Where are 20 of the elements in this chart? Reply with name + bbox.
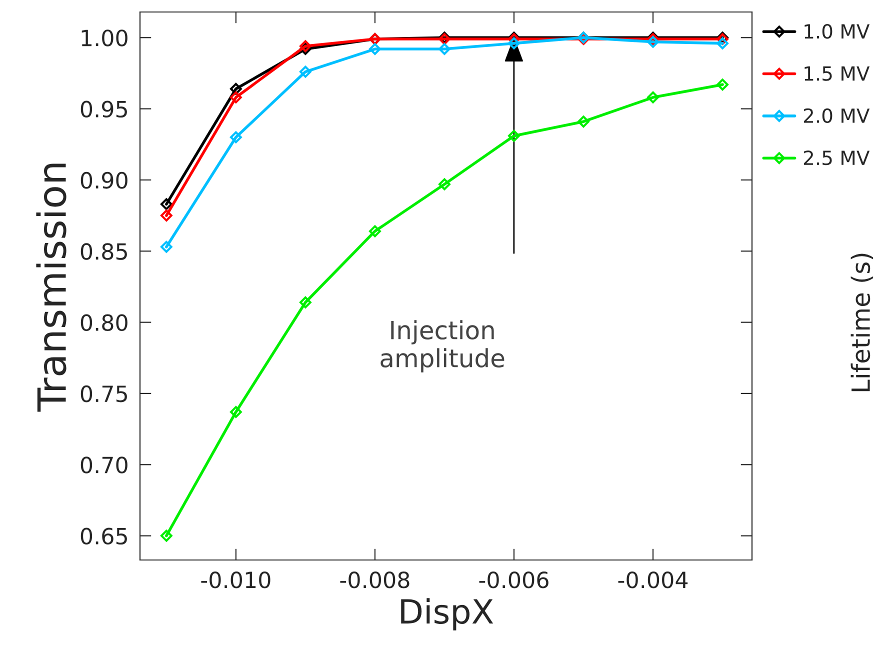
x-tick-label: -0.004: [618, 572, 688, 588]
legend-label: 2.0 MV: [804, 108, 870, 124]
y-tick-label: 0.65: [80, 528, 127, 545]
y-tick-label: 1.00: [82, 30, 128, 46]
legend-label: 1.0 MV: [804, 24, 870, 39]
y-tick-label: 0.75: [80, 385, 127, 402]
y-tick-label: 0.95: [80, 100, 127, 118]
legend-label: 1.5 MV: [804, 66, 870, 81]
y-tick-label: 0.80: [80, 314, 128, 332]
x-tick-label: -0.008: [340, 572, 410, 588]
y2-axis-title: Lifetime (s): [850, 254, 874, 392]
legend-label: 2.5 MV: [804, 150, 870, 166]
y-tick-label: 0.90: [80, 172, 128, 189]
x-axis-title: DispX: [401, 598, 494, 630]
x-tick-label: -0.006: [479, 572, 548, 588]
x-tick-label: -0.010: [201, 572, 270, 588]
y-axis-title: Transmission: [36, 164, 66, 412]
y-tick-label: 0.85: [80, 243, 127, 260]
annotation: Injection amplitude: [380, 320, 504, 372]
y-tick-label: 0.70: [80, 456, 128, 474]
